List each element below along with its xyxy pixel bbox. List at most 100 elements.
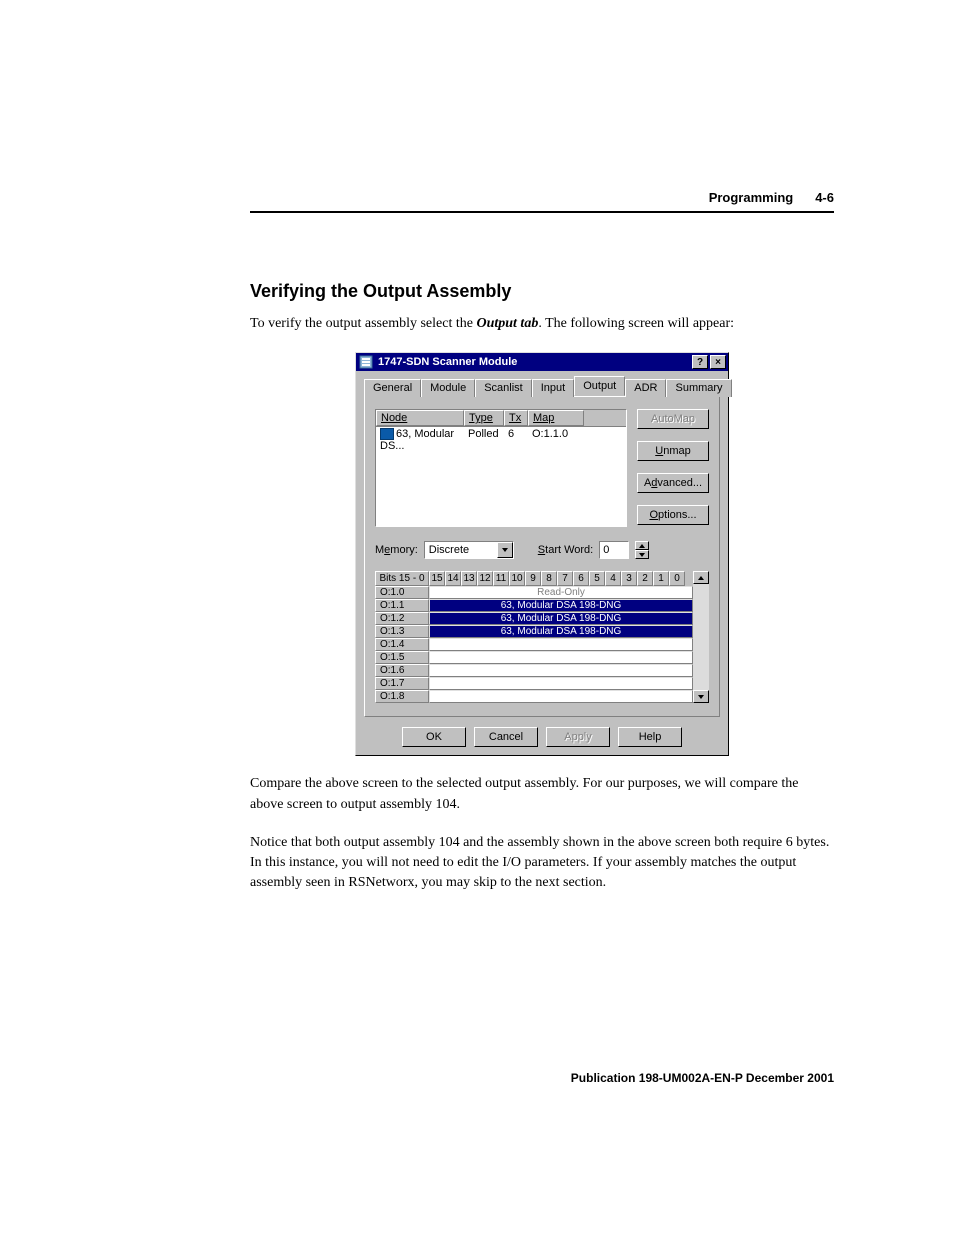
- addr-cell: O:1.7: [375, 677, 429, 690]
- help-button[interactable]: Help: [618, 727, 682, 747]
- titlebar-close-button[interactable]: ×: [710, 355, 726, 369]
- memory-combo[interactable]: Discrete: [424, 541, 514, 559]
- tab-scanlist[interactable]: Scanlist: [475, 379, 532, 397]
- memory-dropdown-button[interactable]: [497, 542, 513, 558]
- memory-label: Memory:: [375, 544, 418, 556]
- bit-col-0: 0: [669, 571, 685, 586]
- bit-row[interactable]: O:1.163, Modular DSA 198-DNG: [375, 599, 693, 612]
- tab-module[interactable]: Module: [421, 379, 475, 397]
- col-map[interactable]: Map: [528, 410, 584, 426]
- bit-row[interactable]: O:1.7: [375, 677, 693, 690]
- para1: Compare the above screen to the selected…: [250, 774, 834, 815]
- col-type[interactable]: Type: [464, 410, 504, 426]
- bit-row[interactable]: O:1.8: [375, 690, 693, 703]
- apply-button[interactable]: Apply: [546, 727, 610, 747]
- titlebar: 1747-SDN Scanner Module ? ×: [356, 353, 728, 371]
- system-menu-icon[interactable]: [358, 354, 374, 370]
- data-cell[interactable]: [429, 638, 693, 651]
- addr-cell: O:1.6: [375, 664, 429, 677]
- header-page: 4-6: [815, 190, 834, 205]
- node-listview[interactable]: Node Type Tx Map 63, Modular DS... Polle…: [375, 409, 627, 527]
- ok-button[interactable]: OK: [402, 727, 466, 747]
- node-row[interactable]: 63, Modular DS... Polled 6 O:1.1.0: [376, 427, 626, 453]
- data-cell[interactable]: [429, 677, 693, 690]
- unmap-button[interactable]: Unmap: [637, 441, 709, 461]
- data-cell[interactable]: [429, 664, 693, 677]
- data-cell[interactable]: 63, Modular DSA 198-DNG: [429, 599, 693, 612]
- bit-col-11: 11: [493, 571, 509, 586]
- bit-grid: Bits 15 - 0 1514131211109876543210 O:1.0…: [375, 571, 693, 703]
- advanced-button[interactable]: Advanced...: [637, 473, 709, 493]
- options-button[interactable]: Options...: [637, 505, 709, 525]
- triangle-up-icon: [698, 576, 704, 580]
- intro-bold: Output tab: [476, 316, 538, 331]
- dialog-title: 1747-SDN Scanner Module: [378, 356, 690, 368]
- bit-row[interactable]: O:1.6: [375, 664, 693, 677]
- tabstrip: General Module Scanlist Input Output ADR…: [364, 377, 720, 397]
- bit-col-8: 8: [541, 571, 557, 586]
- memory-value: Discrete: [429, 544, 469, 556]
- bit-col-14: 14: [445, 571, 461, 586]
- output-panel: Node Type Tx Map 63, Modular DS... Polle…: [364, 397, 720, 717]
- scroll-up-button[interactable]: [693, 571, 709, 584]
- addr-cell: O:1.4: [375, 638, 429, 651]
- titlebar-help-button[interactable]: ?: [692, 355, 708, 369]
- tab-adr[interactable]: ADR: [625, 379, 666, 397]
- scroll-track[interactable]: [693, 584, 709, 690]
- startword-input[interactable]: 0: [599, 541, 629, 559]
- cancel-button[interactable]: Cancel: [474, 727, 538, 747]
- bit-col-9: 9: [525, 571, 541, 586]
- bits-header: Bits 15 - 0: [375, 571, 429, 586]
- col-tx[interactable]: Tx: [504, 410, 528, 426]
- tab-summary[interactable]: Summary: [666, 379, 731, 397]
- publication-footer: Publication 198-UM002A-EN-P December 200…: [571, 1071, 834, 1085]
- bit-col-6: 6: [573, 571, 589, 586]
- data-cell[interactable]: Read-Only: [429, 586, 693, 599]
- device-icon: [380, 428, 394, 440]
- startword-label: Start Word:: [538, 544, 593, 556]
- header-section: Programming: [709, 190, 794, 205]
- data-cell[interactable]: [429, 651, 693, 664]
- bit-row[interactable]: O:1.4: [375, 638, 693, 651]
- data-cell[interactable]: [429, 690, 693, 703]
- data-cell[interactable]: 63, Modular DSA 198-DNG: [429, 625, 693, 638]
- data-cell[interactable]: 63, Modular DSA 198-DNG: [429, 612, 693, 625]
- intro-post: . The following screen will appear:: [538, 316, 734, 331]
- bit-col-13: 13: [461, 571, 477, 586]
- bit-col-12: 12: [477, 571, 493, 586]
- addr-cell: O:1.0: [375, 586, 429, 599]
- intro-paragraph: To verify the output assembly select the…: [250, 314, 834, 334]
- col-node[interactable]: Node: [376, 410, 464, 426]
- startword-spinner[interactable]: [635, 541, 649, 559]
- section-title: Verifying the Output Assembly: [250, 281, 834, 302]
- addr-cell: O:1.8: [375, 690, 429, 703]
- bit-row[interactable]: O:1.0Read-Only: [375, 586, 693, 599]
- triangle-up-icon: [639, 544, 645, 548]
- bit-col-5: 5: [589, 571, 605, 586]
- triangle-down-icon: [639, 553, 645, 557]
- bit-col-15: 15: [429, 571, 445, 586]
- intro-pre: To verify the output assembly select the: [250, 316, 476, 331]
- grid-scrollbar[interactable]: [693, 571, 709, 703]
- bit-row[interactable]: O:1.5: [375, 651, 693, 664]
- addr-cell: O:1.3: [375, 625, 429, 638]
- addr-cell: O:1.1: [375, 599, 429, 612]
- spin-up-button[interactable]: [635, 541, 649, 550]
- tab-output[interactable]: Output: [574, 376, 625, 396]
- tab-general[interactable]: General: [364, 379, 421, 397]
- bit-row[interactable]: O:1.363, Modular DSA 198-DNG: [375, 625, 693, 638]
- bit-col-4: 4: [605, 571, 621, 586]
- bit-col-10: 10: [509, 571, 525, 586]
- bit-col-3: 3: [621, 571, 637, 586]
- tab-input[interactable]: Input: [532, 379, 574, 397]
- automap-button[interactable]: AutoMap: [637, 409, 709, 429]
- scanner-dialog: 1747-SDN Scanner Module ? × General Modu…: [355, 352, 729, 756]
- addr-cell: O:1.5: [375, 651, 429, 664]
- bit-col-1: 1: [653, 571, 669, 586]
- header-rule: [250, 211, 834, 213]
- chevron-down-icon: [502, 548, 508, 552]
- scroll-down-button[interactable]: [693, 690, 709, 703]
- spin-down-button[interactable]: [635, 550, 649, 559]
- bit-col-7: 7: [557, 571, 573, 586]
- bit-row[interactable]: O:1.263, Modular DSA 198-DNG: [375, 612, 693, 625]
